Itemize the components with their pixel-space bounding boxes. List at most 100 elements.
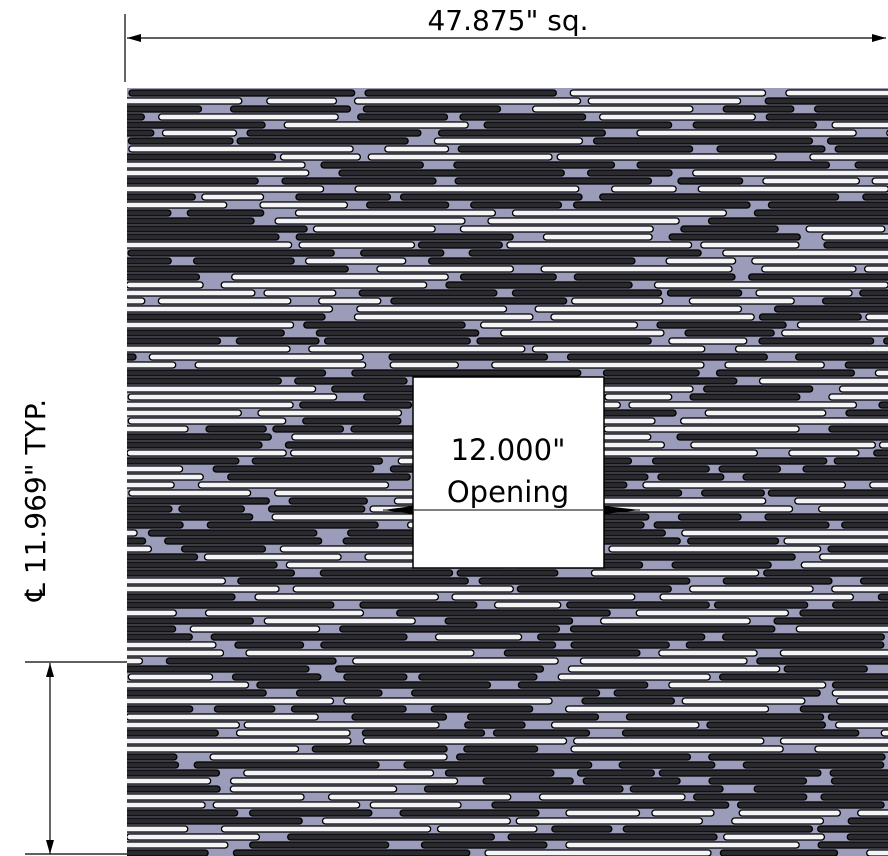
slot	[636, 129, 857, 137]
slot	[831, 585, 888, 593]
slot	[651, 809, 715, 817]
slot	[364, 89, 557, 97]
slot	[192, 257, 295, 265]
slot	[668, 337, 748, 345]
slot	[127, 737, 352, 745]
slot	[127, 809, 239, 817]
opening-size: 12.000"	[451, 433, 566, 467]
slot	[618, 761, 716, 769]
slot	[767, 201, 888, 209]
slot	[773, 305, 888, 313]
slot	[127, 593, 236, 601]
slot	[399, 809, 540, 817]
slot	[500, 329, 665, 337]
slot	[437, 129, 606, 137]
slot	[865, 313, 888, 321]
slot	[263, 289, 337, 297]
slot	[795, 625, 888, 633]
slot	[731, 817, 825, 825]
slot	[127, 257, 172, 265]
slot	[127, 457, 240, 465]
slot	[127, 449, 287, 457]
slot	[656, 321, 787, 329]
slot	[845, 409, 888, 417]
slot	[197, 481, 390, 489]
slot	[482, 777, 574, 785]
slot	[456, 569, 559, 577]
slot	[692, 169, 888, 177]
slot	[178, 505, 245, 513]
slot	[267, 505, 366, 513]
slot	[755, 289, 853, 297]
slot	[581, 697, 675, 705]
slot	[713, 601, 809, 609]
slot	[459, 113, 587, 121]
slot	[229, 105, 352, 113]
slot	[464, 721, 526, 729]
slot	[213, 705, 276, 713]
slot	[680, 225, 779, 233]
slot	[878, 401, 888, 409]
slot	[352, 657, 559, 665]
slot	[788, 449, 860, 457]
slot	[700, 241, 800, 249]
slot	[127, 681, 250, 689]
slot	[127, 641, 217, 649]
slot	[668, 233, 801, 241]
slot	[453, 161, 616, 169]
slot	[748, 273, 888, 281]
slot	[315, 329, 480, 337]
slot	[690, 441, 877, 449]
slot	[127, 761, 180, 769]
slot	[295, 233, 514, 241]
slot	[834, 721, 888, 729]
slot	[257, 409, 403, 417]
slot	[551, 825, 613, 833]
slot	[360, 249, 445, 257]
slot	[209, 753, 448, 761]
slot	[127, 433, 272, 441]
slot	[483, 121, 673, 129]
slot	[353, 313, 534, 321]
slot	[542, 233, 653, 241]
slot	[164, 537, 323, 545]
slot	[844, 361, 888, 369]
slot	[821, 233, 888, 241]
slot	[127, 577, 227, 585]
slot	[304, 257, 407, 265]
slot	[357, 113, 449, 121]
slot	[687, 537, 780, 545]
opening-label: Opening	[447, 475, 569, 509]
slot	[799, 609, 888, 617]
slot	[758, 337, 875, 345]
slot	[592, 137, 814, 145]
slot	[127, 705, 194, 713]
slot	[127, 521, 184, 529]
slot	[838, 385, 888, 393]
slot	[681, 697, 806, 705]
slot	[254, 593, 440, 601]
slot	[531, 105, 694, 113]
slot	[148, 353, 365, 361]
slot	[127, 193, 196, 201]
slot	[127, 129, 155, 137]
slot	[697, 185, 888, 193]
slot	[362, 105, 502, 113]
slot	[127, 721, 241, 729]
slot	[127, 401, 294, 409]
slot	[722, 105, 795, 113]
slot	[493, 601, 562, 609]
slot	[234, 641, 305, 649]
slot	[718, 673, 888, 681]
slot	[823, 241, 888, 249]
slot	[295, 193, 392, 201]
slot	[127, 481, 175, 489]
slot	[598, 113, 756, 121]
slot	[210, 633, 408, 641]
slot	[538, 793, 686, 801]
slot	[635, 609, 790, 617]
slot	[127, 225, 308, 233]
slot	[418, 673, 538, 681]
slot	[550, 721, 700, 729]
